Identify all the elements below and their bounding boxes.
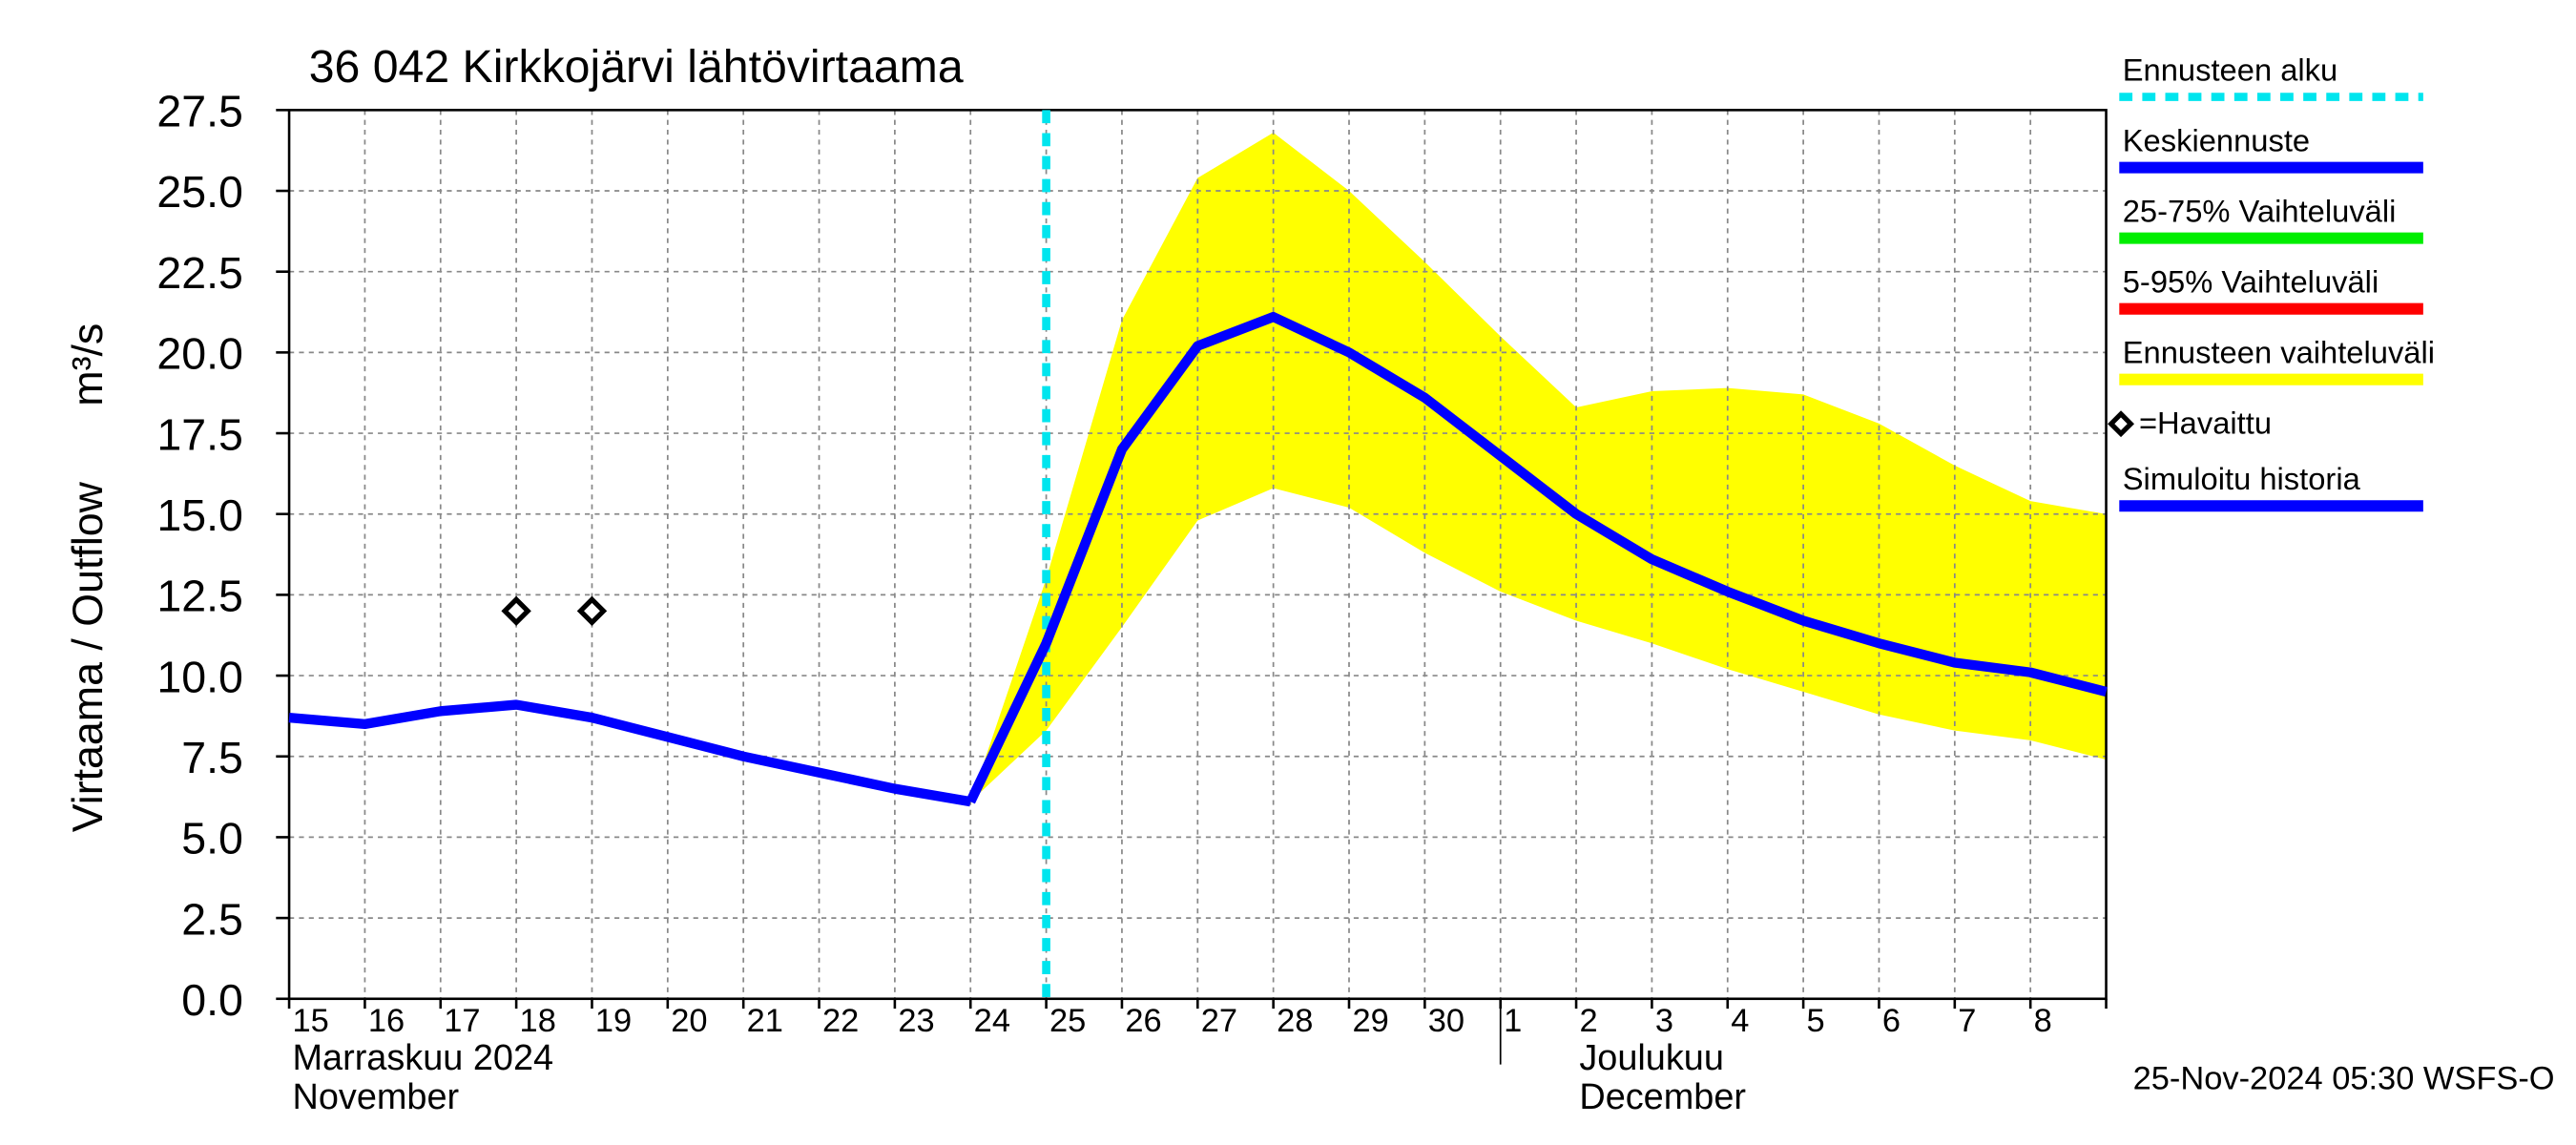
x-tick-label: 27: [1201, 1003, 1237, 1039]
x-tick-label: 24: [974, 1003, 1010, 1039]
x-tick-label: 15: [293, 1003, 329, 1039]
x-tick-label: 1: [1504, 1003, 1522, 1039]
x-tick-label: 22: [822, 1003, 859, 1039]
y-tick-label: 12.5: [156, 572, 242, 621]
month-label-en: November: [293, 1077, 460, 1117]
y-tick-label: 2.5: [181, 894, 243, 944]
x-tick-label: 29: [1352, 1003, 1388, 1039]
x-tick-label: 17: [444, 1003, 480, 1039]
plot-frame: [287, 109, 2108, 1001]
y-tick-label: 22.5: [156, 248, 242, 298]
y-tick-label: 7.5: [181, 733, 243, 782]
lines: [288, 110, 2108, 999]
month-label: Joulukuu: [1579, 1038, 1724, 1078]
x-tick-label: 30: [1428, 1003, 1465, 1039]
x-tick-label: 6: [1882, 1003, 1901, 1039]
y-tick-label: 25.0: [156, 167, 242, 217]
x-tick-label: 4: [1731, 1003, 1749, 1039]
x-tick-label: 23: [898, 1003, 934, 1039]
observed-point: [576, 595, 608, 627]
y-axis-label: Virtaama / Outflow: [64, 481, 112, 832]
legend-label: Keskiennuste: [2123, 122, 2310, 157]
range-band: [970, 133, 2107, 802]
x-tick-label: 28: [1277, 1003, 1313, 1039]
y-tick-label: 27.5: [156, 87, 242, 136]
y-tick-label: 17.5: [156, 409, 242, 459]
legend-label: Ennusteen vaihteluväli: [2123, 334, 2435, 369]
x-tick-label: 18: [520, 1003, 556, 1039]
month-label: Marraskuu 2024: [293, 1038, 554, 1078]
legend-label: =Havaittu: [2139, 406, 2272, 441]
x-tick-label: 16: [368, 1003, 405, 1039]
observed-point: [501, 595, 531, 627]
y-axis-unit: m³/s: [64, 323, 112, 406]
legend-label: Ennusteen alku: [2123, 52, 2337, 87]
x-tick-label: 8: [2034, 1003, 2052, 1039]
x-tick-label: 25: [1049, 1003, 1086, 1039]
x-tick-label: 20: [671, 1003, 707, 1039]
month-label-en: December: [1579, 1077, 1746, 1117]
x-tick-label: 7: [1958, 1003, 1976, 1039]
legend-label: 25-75% Vaihteluväli: [2123, 193, 2397, 228]
x-tick-label: 3: [1655, 1003, 1673, 1039]
legend-label: Simuloitu historia: [2123, 461, 2361, 496]
y-tick-label: 20.0: [156, 329, 242, 379]
y-tick-label: 10.0: [156, 652, 242, 701]
legend-marker: [2108, 410, 2135, 438]
y-tick-label: 0.0: [181, 975, 243, 1025]
flow-line: [288, 699, 972, 807]
footer: 25-Nov-2024 05:30 WSFS-O: [2133, 1060, 2555, 1096]
x-tick-label: 2: [1580, 1003, 1598, 1039]
x-tick-label: 19: [595, 1003, 632, 1039]
x-tick-label: 21: [747, 1003, 783, 1039]
legend-label: 5-95% Vaihteluväli: [2123, 263, 2379, 299]
x-tick-label: 5: [1807, 1003, 1825, 1039]
y-tick-label: 5.0: [181, 814, 243, 864]
chart-title: 36 042 Kirkkojärvi lähtövirtaama: [309, 41, 964, 93]
y-tick-label: 15.0: [156, 490, 242, 540]
x-tick-label: 26: [1125, 1003, 1161, 1039]
flow-line: [966, 311, 2108, 804]
